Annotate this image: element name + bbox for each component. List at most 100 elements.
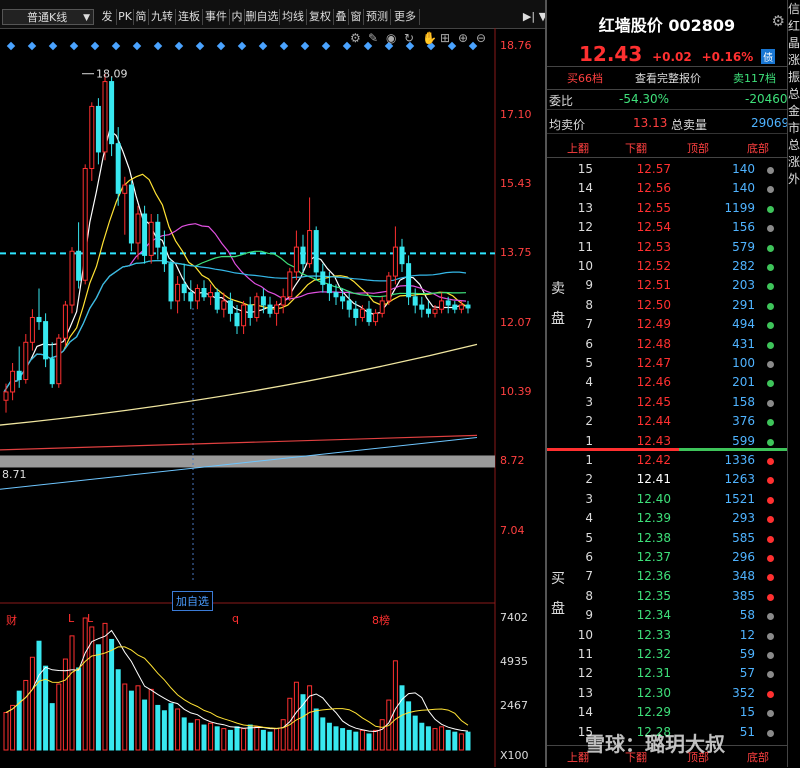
chart-toolbar: 普通K线 ▼ 发 PK 简九转 连板 事件内删自选 均线 复权叠窗预测 更多 ▶| ▼: [0, 0, 547, 29]
kline-svg[interactable]: 18.09 8.71 ⚙ ✎ ◉ ↻ ✋ ⊞ ⊕ ⊖: [0, 28, 545, 767]
add-watchlist-button[interactable]: 加自选: [172, 591, 213, 611]
event-marker[interactable]: 8榜: [372, 614, 390, 627]
volume-axis-label: 2467: [500, 699, 528, 712]
bid-row[interactable]: 14 12.29 15: [547, 703, 787, 722]
bid-row[interactable]: 5 12.38 585: [547, 529, 787, 548]
toolbar-button-6[interactable]: 内: [230, 9, 245, 25]
pen-icon[interactable]: ✎: [368, 31, 378, 45]
level-price: 12.54: [636, 220, 671, 235]
refresh-icon[interactable]: ↻: [404, 31, 414, 45]
level-number: 6: [585, 336, 593, 351]
toolbar-button-3[interactable]: 九转: [149, 9, 176, 25]
edge-label: 外: [788, 172, 800, 186]
bid-row[interactable]: 13 12.30 352: [547, 684, 787, 703]
settings-icon[interactable]: ⚙: [350, 31, 361, 45]
bid-row[interactable]: 1 12.42 1336: [547, 451, 787, 470]
page-down-button[interactable]: 下翻: [625, 142, 647, 155]
bid-row[interactable]: 12 12.31 57: [547, 664, 787, 683]
event-marker[interactable]: L: [68, 612, 75, 625]
top-button[interactable]: 顶部: [687, 142, 709, 155]
ask-row[interactable]: 10 12.52 282: [547, 257, 787, 276]
candle-body: [155, 221, 161, 248]
price-change-pct: +0.16%: [701, 50, 754, 64]
signal-diamond: [321, 41, 331, 51]
zoom-in-icon[interactable]: ⊕: [458, 31, 468, 45]
bottom-button[interactable]: 底部: [747, 142, 769, 155]
eye-icon[interactable]: ◉: [386, 31, 396, 45]
tab-full-quote[interactable]: 查看完整报价: [635, 72, 701, 85]
panel-divider[interactable]: [545, 0, 547, 767]
price-axis-label: 12.07: [500, 315, 532, 329]
ask-row[interactable]: 1 12.43 599: [547, 432, 787, 451]
event-marker[interactable]: 财: [6, 614, 17, 627]
event-marker[interactable]: L: [87, 612, 94, 625]
volume-bar: [36, 640, 42, 751]
toolbar-button-4[interactable]: 连板: [176, 9, 203, 25]
toolbar-button-11[interactable]: 窗: [349, 9, 364, 25]
play-forward-icon[interactable]: ▶|: [522, 10, 536, 23]
ask-row[interactable]: 2 12.44 376: [547, 412, 787, 431]
candle-body: [300, 246, 306, 265]
period-select-label: 普通K线: [27, 11, 68, 24]
toolbar-button-2[interactable]: 简: [134, 9, 149, 25]
chevron-down-icon[interactable]: ▼: [538, 10, 548, 23]
gear-icon[interactable]: ⚙: [771, 12, 785, 30]
bottom-top[interactable]: 顶部: [687, 751, 709, 764]
bottom-page-up[interactable]: 上翻: [567, 751, 589, 764]
level-volume: 59: [739, 647, 755, 661]
kline-chart[interactable]: 18.09 8.71 ⚙ ✎ ◉ ↻ ✋ ⊞ ⊕ ⊖ 18.76 17.10 15.43 13.75 12…: [0, 28, 545, 767]
page-up-button[interactable]: 上翻: [567, 142, 589, 155]
bid-row[interactable]: 9 12.34 58: [547, 606, 787, 625]
toolbar-button-1[interactable]: PK: [117, 9, 134, 25]
toolbar-button-12[interactable]: 预测: [364, 9, 391, 25]
tab-ask-levels[interactable]: 卖117档: [733, 72, 776, 85]
ask-row[interactable]: 4 12.46 201: [547, 373, 787, 392]
ask-row[interactable]: 5 12.47 100: [547, 354, 787, 373]
toolbar-button-0[interactable]: 发: [98, 9, 117, 25]
toolbar-button-7[interactable]: 删自选: [245, 9, 280, 25]
volume-bar: [247, 724, 253, 751]
ask-row[interactable]: 7 12.49 494: [547, 315, 787, 334]
level-volume: 12: [739, 627, 755, 642]
bid-row[interactable]: 15 12.28 51: [547, 723, 787, 742]
bid-row[interactable]: 6 12.37 296: [547, 548, 787, 567]
grid-icon[interactable]: ⊞: [440, 31, 450, 45]
period-select[interactable]: 普通K线 ▼: [2, 9, 94, 25]
bottom-bottom[interactable]: 底部: [747, 751, 769, 764]
signal-diamond: [447, 41, 457, 51]
ask-row[interactable]: 9 12.51 203: [547, 276, 787, 295]
bid-row[interactable]: 10 12.33 12: [547, 626, 787, 645]
ask-row[interactable]: 3 12.45 158: [547, 393, 787, 412]
bid-row[interactable]: 3 12.40 1521: [547, 490, 787, 509]
toolbar-button-5[interactable]: 事件: [203, 9, 230, 25]
tab-bid-levels[interactable]: 买66档: [567, 72, 603, 85]
ask-row[interactable]: 12 12.54 156: [547, 218, 787, 237]
bid-row[interactable]: 4 12.39 293: [547, 509, 787, 528]
volume-bar: [214, 726, 220, 751]
bid-row[interactable]: 8 12.35 385: [547, 587, 787, 606]
ask-row[interactable]: 14 12.56 140: [547, 179, 787, 198]
toolbar-button-9[interactable]: 复权: [307, 9, 334, 25]
ask-row[interactable]: 15 12.57 140: [547, 160, 787, 179]
hand-icon[interactable]: ✋: [422, 31, 437, 45]
ask-row[interactable]: 8 12.50 291: [547, 296, 787, 315]
bond-badge[interactable]: 债: [761, 49, 776, 64]
ask-row[interactable]: 13 12.55 1199: [547, 199, 787, 218]
edge-label: 红: [788, 19, 800, 33]
volume-bar: [379, 719, 385, 751]
event-marker[interactable]: q: [232, 612, 239, 625]
avg-sell-label: 均卖价: [549, 118, 586, 132]
toolbar-button-8[interactable]: 均线: [280, 9, 307, 25]
status-dot-icon: [767, 535, 774, 543]
zoom-out-icon[interactable]: ⊖: [476, 31, 486, 45]
bid-row[interactable]: 2 12.41 1263: [547, 470, 787, 489]
bottom-page-down[interactable]: 下翻: [625, 751, 647, 764]
toolbar-button-13[interactable]: 更多: [391, 9, 420, 25]
bid-row[interactable]: 7 12.36 348: [547, 567, 787, 586]
ask-row[interactable]: 6 12.48 431: [547, 335, 787, 354]
ask-row[interactable]: 11 12.53 579: [547, 238, 787, 257]
status-dot-icon: [767, 380, 774, 388]
bid-row[interactable]: 11 12.32 59: [547, 645, 787, 664]
price-axis-label: 10.39: [500, 385, 532, 399]
toolbar-button-10[interactable]: 叠: [334, 9, 349, 25]
